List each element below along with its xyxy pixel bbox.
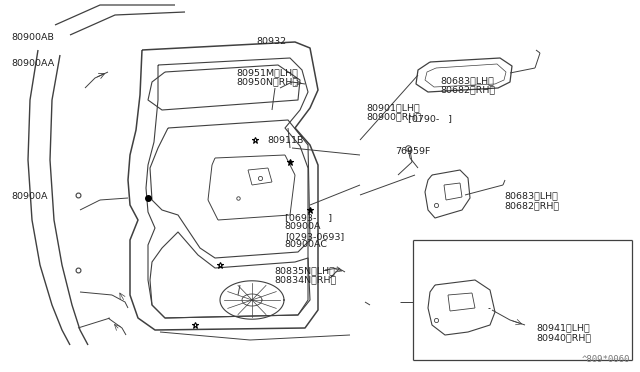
Text: 80683〈LH〉: 80683〈LH〉 [504, 192, 558, 201]
Text: 76959F: 76959F [396, 147, 431, 156]
Text: [0293-0693]: [0293-0693] [285, 232, 344, 241]
Text: [0790-   ]: [0790- ] [408, 114, 452, 123]
Text: 80932: 80932 [256, 37, 286, 46]
Text: 80834N〈RH〉: 80834N〈RH〉 [274, 275, 336, 284]
Text: 80835N〈LH〉: 80835N〈LH〉 [274, 266, 335, 275]
Text: 80950N〈RH〉: 80950N〈RH〉 [237, 77, 299, 86]
Text: 80900AC: 80900AC [285, 240, 328, 249]
Text: 80941〈LH〉: 80941〈LH〉 [536, 324, 590, 333]
Text: 80683〈LH〉: 80683〈LH〉 [440, 77, 494, 86]
Text: 80682〈RH〉: 80682〈RH〉 [504, 201, 559, 210]
Text: 80682〈RH〉: 80682〈RH〉 [440, 86, 495, 94]
Text: 80911B: 80911B [268, 136, 304, 145]
Text: 80940〈RH〉: 80940〈RH〉 [536, 333, 591, 342]
Text: 80951M〈LH〉: 80951M〈LH〉 [237, 68, 299, 77]
Text: [0693-    ]: [0693- ] [285, 213, 332, 222]
Text: 80900〈RH〉: 80900〈RH〉 [366, 113, 421, 122]
Text: 80901〈LH〉: 80901〈LH〉 [366, 103, 420, 112]
Text: ^809*0060: ^809*0060 [582, 355, 630, 364]
Text: 80900AA: 80900AA [12, 59, 55, 68]
Text: 80900AB: 80900AB [12, 33, 54, 42]
Text: 80900A: 80900A [12, 192, 48, 201]
Text: 80900A: 80900A [285, 222, 321, 231]
